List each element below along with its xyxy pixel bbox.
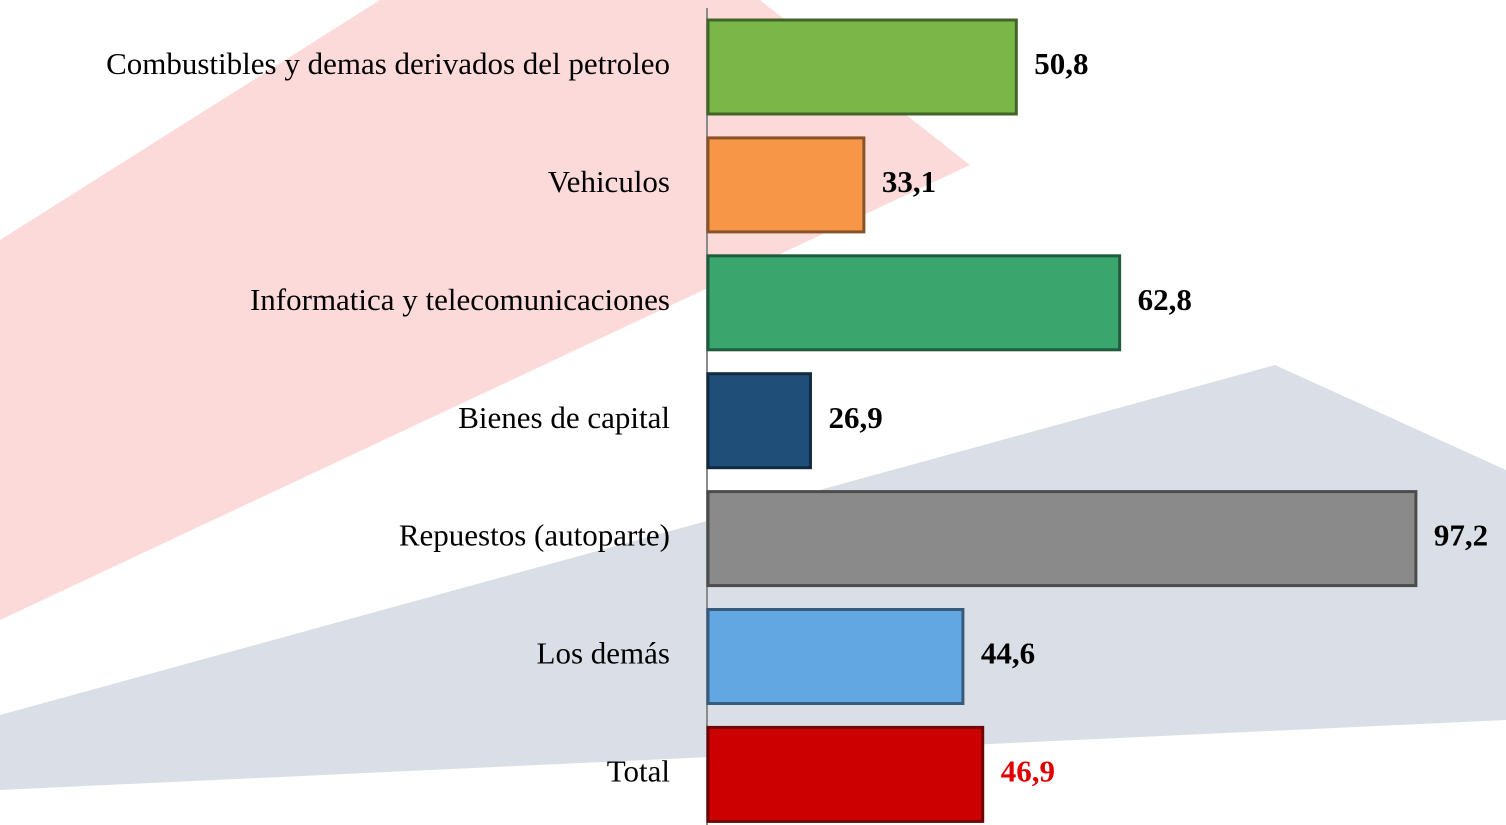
category-label: Combustibles y demas derivados del petro… — [106, 46, 670, 81]
value-label: 97,2 — [1434, 518, 1488, 553]
bar — [706, 725, 985, 823]
bar — [706, 608, 965, 705]
value-label: 62,8 — [1138, 282, 1192, 317]
value-label: 50,8 — [1034, 46, 1088, 81]
category-label: Vehiculos — [548, 164, 670, 199]
bar — [706, 18, 1018, 116]
bar — [706, 372, 812, 470]
value-label: 26,9 — [828, 400, 882, 435]
value-label: 33,1 — [882, 164, 936, 199]
bar — [706, 490, 1418, 588]
bar — [706, 254, 1122, 352]
category-label: Los demás — [537, 636, 670, 671]
category-label: Bienes de capital — [458, 400, 670, 435]
category-label: Informatica y telecomunicaciones — [250, 282, 670, 317]
category-label: Repuestos (autoparte) — [399, 518, 670, 553]
value-label: 44,6 — [981, 636, 1035, 671]
category-label: Total — [607, 754, 670, 789]
value-label: 46,9 — [1001, 754, 1055, 789]
bar — [706, 136, 866, 234]
